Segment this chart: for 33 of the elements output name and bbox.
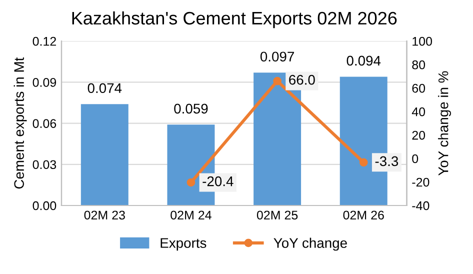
x-tick-label: 02M 25 [256, 210, 298, 220]
data-label: 0.094 [346, 56, 381, 66]
data-label: 66.0 [289, 74, 315, 85]
y-tick-label: 0.00 [32, 201, 56, 210]
data-label: -20.4 [202, 176, 234, 186]
point [359, 158, 368, 167]
y-axis-title: Cement exports in Mt [14, 57, 27, 189]
x-tick-label: 02M 26 [343, 210, 384, 220]
x-tick-label: 02M 23 [84, 210, 125, 220]
data-label: 0.097 [260, 52, 294, 62]
legend-label: Exports [160, 238, 206, 251]
y2-tick-label: 0 [412, 154, 418, 164]
y-tick-label: 0.06 [32, 119, 56, 128]
y-tick-label: 0.12 [32, 36, 56, 46]
data-label: 0.059 [174, 104, 208, 114]
point [273, 76, 282, 86]
data-label: 0.074 [88, 83, 122, 94]
y2-tick-label: -40 [412, 201, 430, 210]
y2-tick-label: 100 [412, 36, 432, 46]
y-tick-label: 0.09 [32, 78, 56, 87]
y2-tick-label: -20 [412, 178, 430, 187]
legend-label: YoY change [274, 238, 347, 251]
x-tick-label: 02M 24 [170, 210, 212, 220]
y2-tick-label: 80 [412, 60, 426, 70]
point [186, 178, 196, 187]
y2-tick-label: 20 [412, 130, 426, 140]
y-tick-label: 0.03 [32, 160, 56, 170]
y2-tick-label: 40 [412, 107, 426, 116]
data-label: -3.3 [375, 156, 398, 166]
y2-axis-title: YoY change in % [438, 71, 451, 176]
chart-title: Kazakhstan's Cement Exports 02M 2026 [72, 11, 397, 28]
y2-tick-label: 60 [412, 84, 426, 93]
bar [80, 104, 128, 206]
